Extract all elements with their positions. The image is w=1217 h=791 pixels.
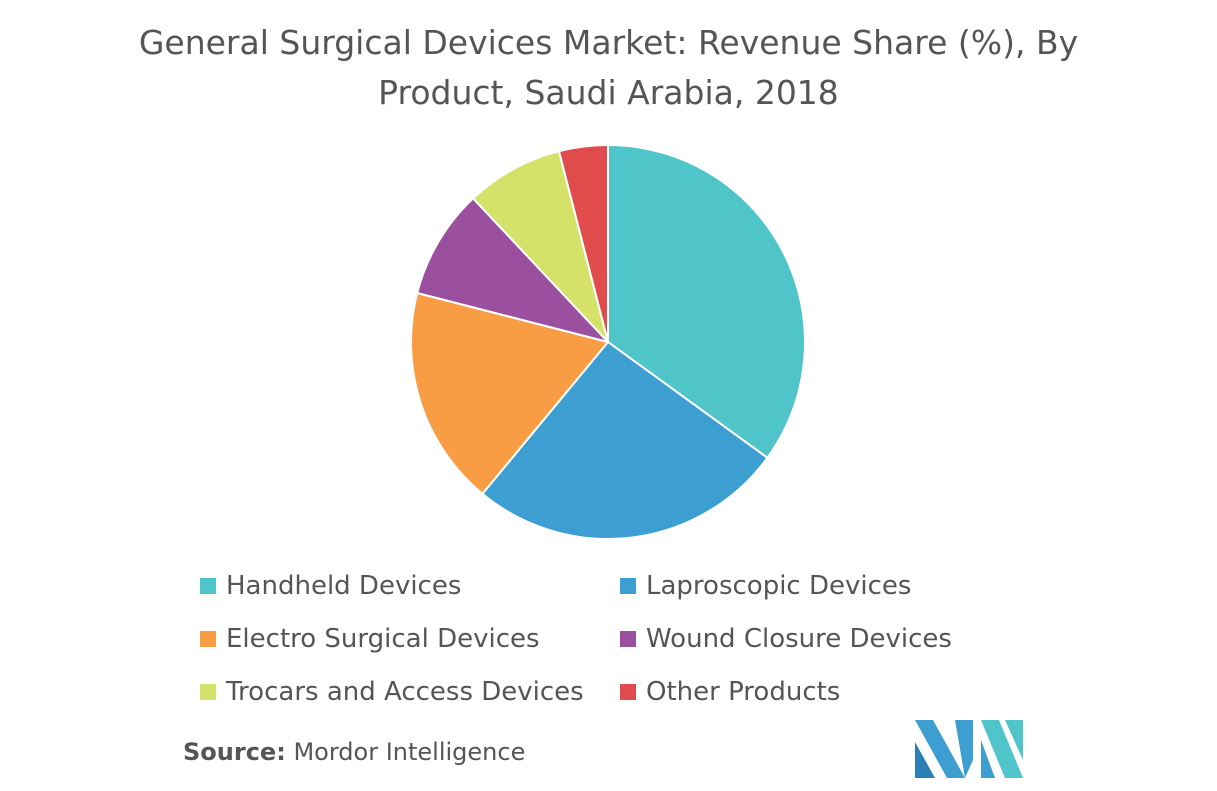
chart-title: General Surgical Devices Market: Revenue…	[138, 23, 1079, 112]
legend-item: Laproscopic Devices	[620, 568, 1020, 603]
legend-label: Laproscopic Devices	[646, 570, 912, 601]
pie-slice	[607, 143, 806, 460]
legend-swatch	[620, 577, 636, 594]
pie-slice	[481, 340, 769, 540]
pie-slice	[557, 143, 609, 343]
pie-slice	[410, 291, 610, 496]
pie-slice	[471, 149, 609, 343]
pie-slice	[415, 196, 612, 344]
legend-swatch	[200, 630, 216, 647]
source-label: Source:	[183, 738, 286, 766]
logo	[915, 720, 1023, 778]
legend-swatch	[620, 630, 636, 647]
legend-item: Wound Closure Devices	[620, 621, 1020, 656]
legend-item: Trocars and Access Devices	[200, 674, 620, 709]
source-text: Mordor Intelligence	[293, 738, 526, 766]
legend-label: Other Products	[646, 676, 841, 707]
legend-item: Handheld Devices	[200, 568, 620, 603]
pie-chart	[410, 143, 806, 540]
source: Source: Mordor Intelligence	[183, 738, 525, 766]
legend-swatch	[200, 577, 216, 594]
legend-item: Other Products	[620, 674, 1020, 709]
legend-label: Wound Closure Devices	[646, 623, 952, 654]
legend-label: Electro Surgical Devices	[226, 623, 540, 654]
legend-item: Electro Surgical Devices	[200, 621, 620, 656]
legend-swatch	[200, 683, 216, 700]
legend: Handheld Devices Laproscopic Devices Elect…	[200, 568, 1020, 709]
legend-swatch	[620, 683, 636, 700]
legend-label: Trocars and Access Devices	[226, 676, 584, 707]
legend-label: Handheld Devices	[226, 570, 462, 601]
